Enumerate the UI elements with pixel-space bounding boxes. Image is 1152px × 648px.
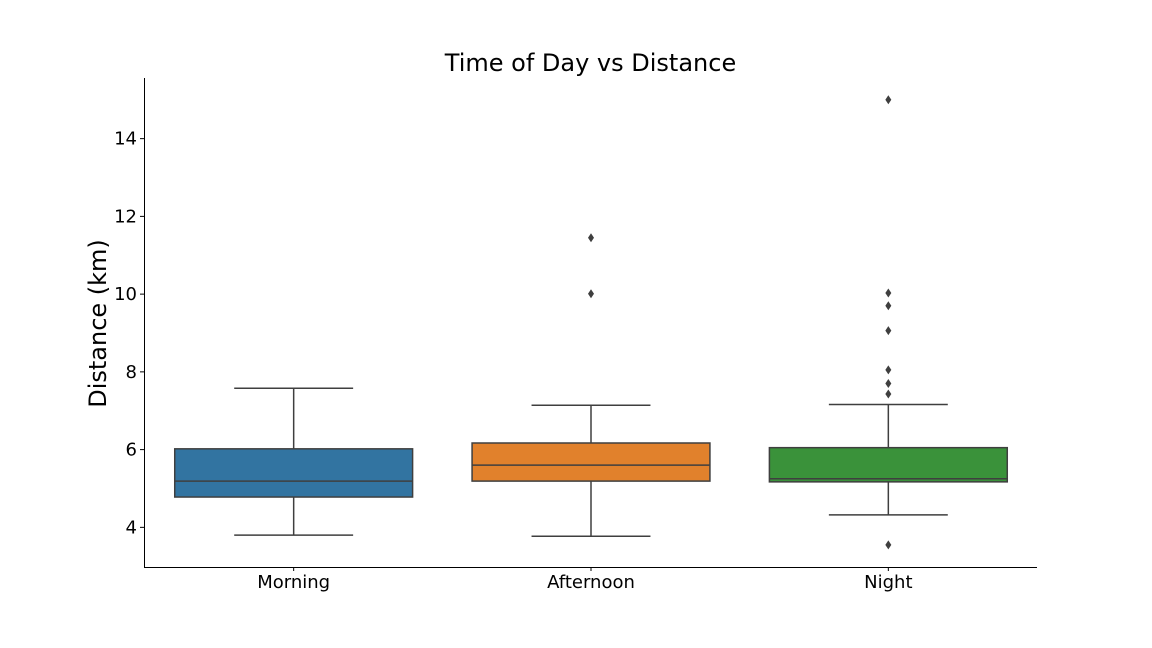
x-tick-label: Morning (257, 572, 330, 593)
chart-title: Time of Day vs Distance (444, 49, 736, 77)
y-tick-label: 8 (126, 362, 137, 383)
x-tick-label: Afternoon (547, 572, 635, 593)
outlier-point (885, 365, 892, 375)
y-tick-label: 10 (114, 284, 137, 305)
y-tick-label: 12 (114, 206, 137, 227)
outlier-point (885, 540, 892, 550)
outlier-point (588, 233, 594, 243)
outlier-point (885, 95, 892, 105)
box (173, 448, 414, 498)
box (471, 442, 711, 482)
outlier-point (588, 289, 594, 299)
y-axis-label: Distance (km) (84, 239, 112, 408)
box-group (173, 387, 414, 536)
x-tick-label: Night (864, 572, 912, 593)
x-axis-ticks: Morning Afternoon Night (257, 567, 913, 593)
y-axis-ticks: 4 6 8 10 12 14 (114, 129, 144, 538)
box-group (471, 233, 711, 538)
plot-area (173, 95, 1009, 550)
outlier-point (885, 379, 892, 389)
outlier-point (885, 301, 892, 311)
outlier-point (885, 389, 892, 399)
y-tick-label: 4 (126, 517, 137, 538)
y-tick-label: 14 (114, 129, 137, 150)
outlier-point (885, 326, 892, 336)
box-group (768, 95, 1009, 550)
y-tick-label: 6 (126, 440, 137, 461)
outlier-point (885, 288, 892, 298)
box (768, 446, 1009, 483)
